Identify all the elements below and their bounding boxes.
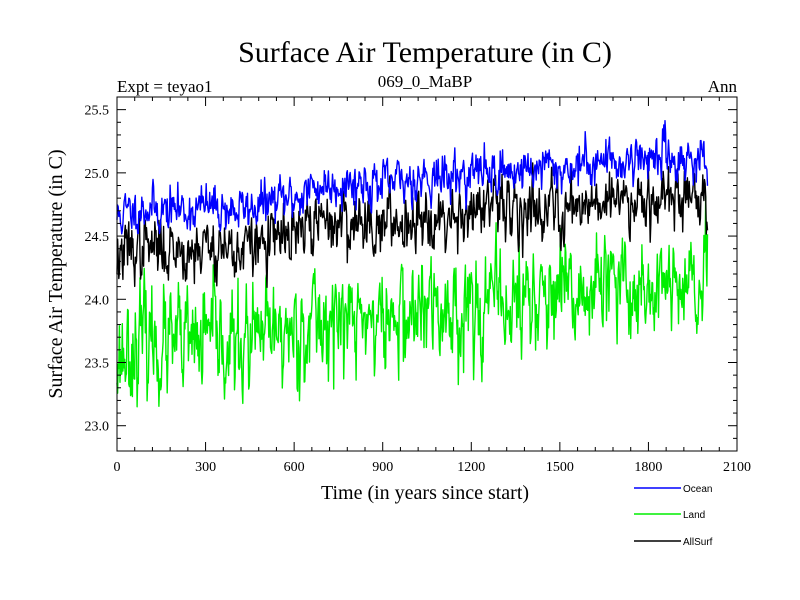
legend-label-allsurf: AllSurf — [683, 537, 713, 548]
subtitle-right: Ann — [708, 77, 738, 96]
y-tick-label: 25.0 — [85, 167, 110, 182]
x-tick-label: 1500 — [546, 460, 574, 475]
legend: Ocean Land AllSurf — [634, 484, 713, 548]
y-tick-label: 24.5 — [85, 230, 110, 245]
series-layer — [116, 119, 709, 408]
subtitle-left: Expt = teyao1 — [117, 77, 213, 96]
y-tick-label: 25.5 — [85, 104, 110, 119]
x-tick-label: 0 — [114, 460, 121, 475]
x-tick-label: 2100 — [723, 460, 751, 475]
y-axis-label: Surface Air Temperature (in C) — [45, 149, 67, 398]
series-line-ocean — [116, 119, 709, 235]
x-tick-label: 600 — [284, 460, 305, 475]
axis-layer: 0 300 600 900 1200 1500 1800 2100 23.0 23.5 24.0 24… — [85, 96, 751, 475]
x-tick-label: 1800 — [634, 460, 662, 475]
series-line-allsurf — [116, 162, 709, 289]
y-tick-label: 24.0 — [85, 293, 110, 308]
legend-label-land: Land — [683, 510, 705, 521]
x-tick-label: 1200 — [457, 460, 485, 475]
x-tick-label: 300 — [195, 460, 216, 475]
subtitle-center: 069_0_MaBP — [378, 72, 472, 91]
y-tick-label: 23.0 — [85, 420, 110, 435]
chart-title: Surface Air Temperature (in C) — [238, 36, 612, 69]
x-axis-label: Time (in years since start) — [321, 482, 529, 504]
y-tick-label: 23.5 — [85, 357, 110, 372]
series-line-land — [116, 195, 709, 408]
legend-label-ocean: Ocean — [683, 484, 712, 495]
x-tick-label: 900 — [372, 460, 393, 475]
